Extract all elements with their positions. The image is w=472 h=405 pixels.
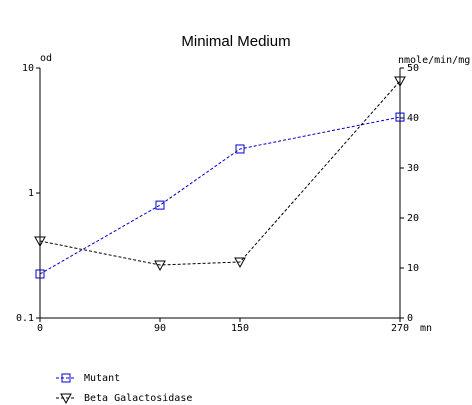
y2-axis-label: nmole/min/mg (398, 55, 470, 66)
y2-tick-label: 40 (407, 113, 419, 124)
y2-tick-label: 0 (407, 313, 413, 324)
series-line (39, 80, 401, 266)
y-axis-label: od (40, 53, 52, 64)
series-line (39, 116, 401, 275)
y2-tick-label: 50 (407, 63, 419, 74)
chart-title: Minimal Medium (181, 33, 290, 50)
y-tick-label: 10 (22, 63, 34, 74)
legend-label: Mutant (84, 373, 120, 384)
x-tick-label: 90 (154, 323, 166, 334)
legend-marker (61, 373, 71, 383)
marker (235, 144, 245, 154)
marker (394, 76, 406, 88)
y-tick-label: 0.1 (16, 313, 34, 324)
marker (34, 236, 46, 248)
x-tick-label: 150 (231, 323, 249, 334)
x-tick-label: 0 (37, 323, 43, 334)
y2-tick-label: 30 (407, 163, 419, 174)
y2-tick-label: 10 (407, 263, 419, 274)
y-tick-label: 1 (28, 188, 34, 199)
x-axis-label: mn (420, 323, 432, 334)
marker (234, 257, 246, 269)
x-tick-label: 270 (391, 323, 409, 334)
marker (395, 112, 405, 122)
marker (155, 200, 165, 210)
marker (35, 269, 45, 279)
legend-marker (60, 393, 72, 405)
marker (154, 260, 166, 272)
legend-label: Beta Galactosidase (84, 393, 192, 404)
y2-tick-label: 20 (407, 213, 419, 224)
